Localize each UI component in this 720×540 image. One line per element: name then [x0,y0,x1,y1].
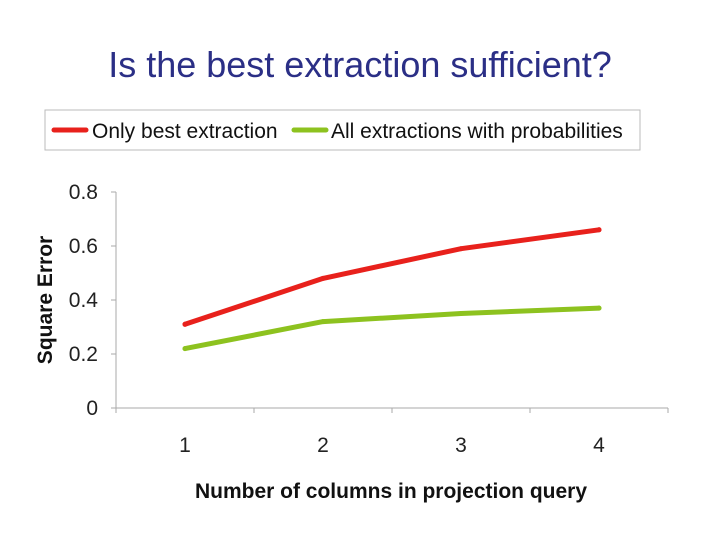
y-tick-label: 0.6 [69,235,98,258]
y-axis-title: Square Error [34,236,57,364]
x-tick-label: 3 [455,434,467,457]
x-tick-label: 2 [317,434,329,457]
x-tick-label: 4 [593,434,605,457]
legend-label-series-2: All extractions with probabilities [331,120,623,143]
data-point-series-2 [320,319,326,325]
y-tick-label: 0 [86,397,98,420]
data-point-series-2 [596,305,602,311]
data-point-series-1 [320,275,326,281]
data-point-series-2 [458,311,464,316]
data-point-series-1 [458,246,464,252]
x-tick-label: 1 [179,434,191,457]
y-tick-label: 0.4 [69,289,99,312]
y-tick-label: 0.8 [69,181,98,204]
legend-box [44,109,641,151]
data-point-series-2 [182,346,188,352]
legend-label-series-1: Only best extraction [92,120,278,143]
y-tick-label: 0.2 [69,343,98,366]
series-line-1 [182,227,602,327]
data-point-series-1 [182,321,188,327]
slide-title: Is the best extraction sufficient? [108,44,612,85]
x-axis-title: Number of columns in projection query [195,480,587,503]
y-tick-group: 0 0.2 0.4 0.6 0.8 [69,181,116,420]
series-group [182,227,602,352]
x-tick-group: 1 2 3 4 [115,408,669,457]
data-point-series-1 [596,227,602,233]
series-line-2 [182,305,602,352]
